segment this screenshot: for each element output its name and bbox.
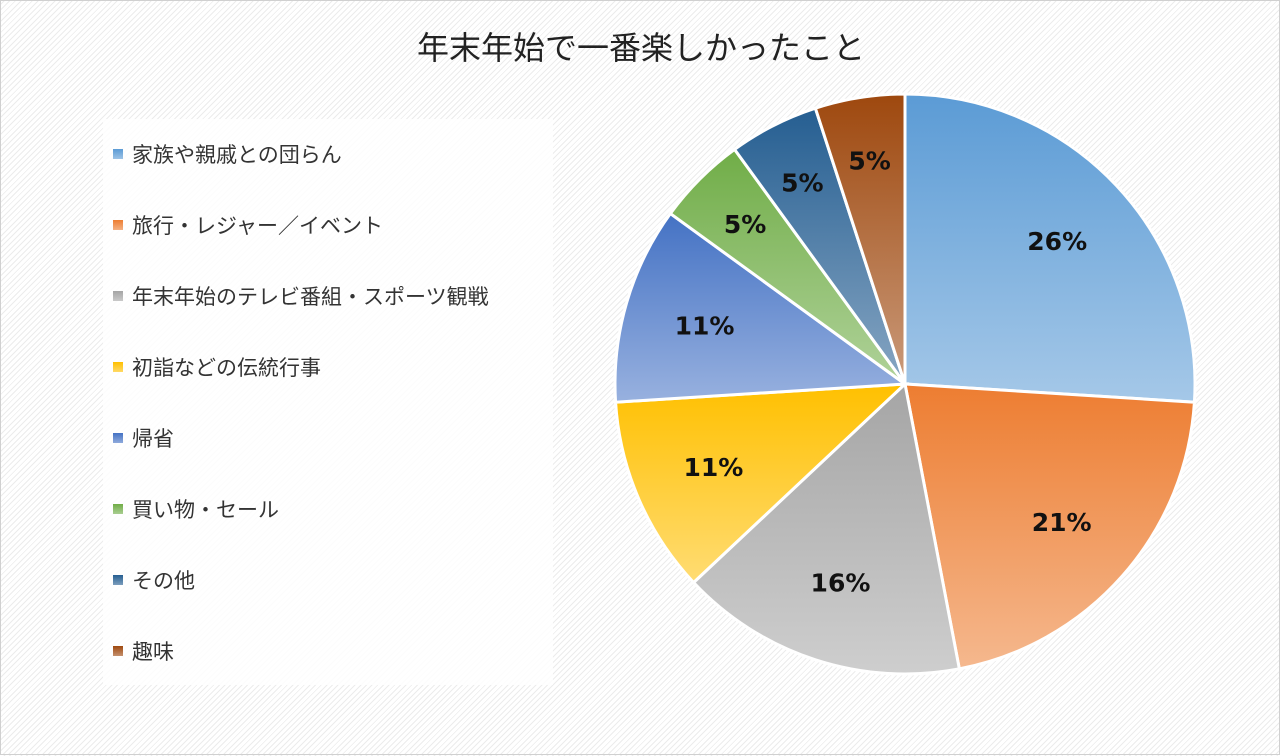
- legend-label: 帰省: [132, 427, 174, 451]
- legend-swatch: [113, 362, 123, 372]
- legend-label: 家族や親戚との団らん: [132, 143, 342, 167]
- legend-swatch: [113, 433, 123, 443]
- legend-swatch: [113, 220, 123, 230]
- legend-item: 旅行・レジャー／イベント: [113, 210, 383, 240]
- legend-label: 旅行・レジャー／イベント: [132, 214, 383, 238]
- legend-item: 買い物・セール: [113, 494, 279, 524]
- data-label: 5%: [781, 168, 823, 197]
- pie-slice: [903, 382, 1197, 671]
- legend-swatch: [113, 575, 123, 585]
- legend-label: 趣味: [132, 640, 174, 664]
- legend-swatch: [113, 504, 123, 514]
- data-label: 11%: [675, 312, 735, 341]
- legend-item: その他: [113, 565, 195, 595]
- legend-swatch: [113, 646, 123, 656]
- pie-slice: [613, 211, 910, 404]
- legend-item: 帰省: [113, 423, 174, 453]
- data-label: 21%: [1032, 508, 1092, 537]
- data-label: 26%: [1027, 227, 1087, 256]
- legend-item: 家族や親戚との団らん: [113, 139, 342, 169]
- data-label: 16%: [811, 569, 871, 598]
- pie-slice: [691, 381, 962, 676]
- pie-slice: [613, 382, 910, 585]
- legend-item: 年末年始のテレビ番組・スポーツ観戦: [113, 281, 489, 311]
- legend-label: 初詣などの伝統行事: [132, 356, 321, 380]
- legend-label: 年末年始のテレビ番組・スポーツ観戦: [132, 285, 489, 309]
- legend-label: 買い物・セール: [132, 498, 279, 522]
- pie-slice: [813, 92, 907, 385]
- data-label: 5%: [848, 147, 890, 176]
- legend-item: 趣味: [113, 636, 174, 666]
- legend: 家族や親戚との団らん旅行・レジャー／イベント年末年始のテレビ番組・スポーツ観戦初…: [103, 119, 553, 685]
- legend-item: 初詣などの伝統行事: [113, 352, 321, 382]
- legend-swatch: [113, 149, 123, 159]
- legend-swatch: [113, 291, 123, 301]
- chart-title: 年末年始で一番楽しかったこと: [416, 29, 865, 67]
- pie-slice: [903, 92, 1197, 404]
- legend-label: その他: [132, 569, 195, 593]
- data-label: 5%: [724, 210, 766, 239]
- data-label: 11%: [683, 453, 743, 482]
